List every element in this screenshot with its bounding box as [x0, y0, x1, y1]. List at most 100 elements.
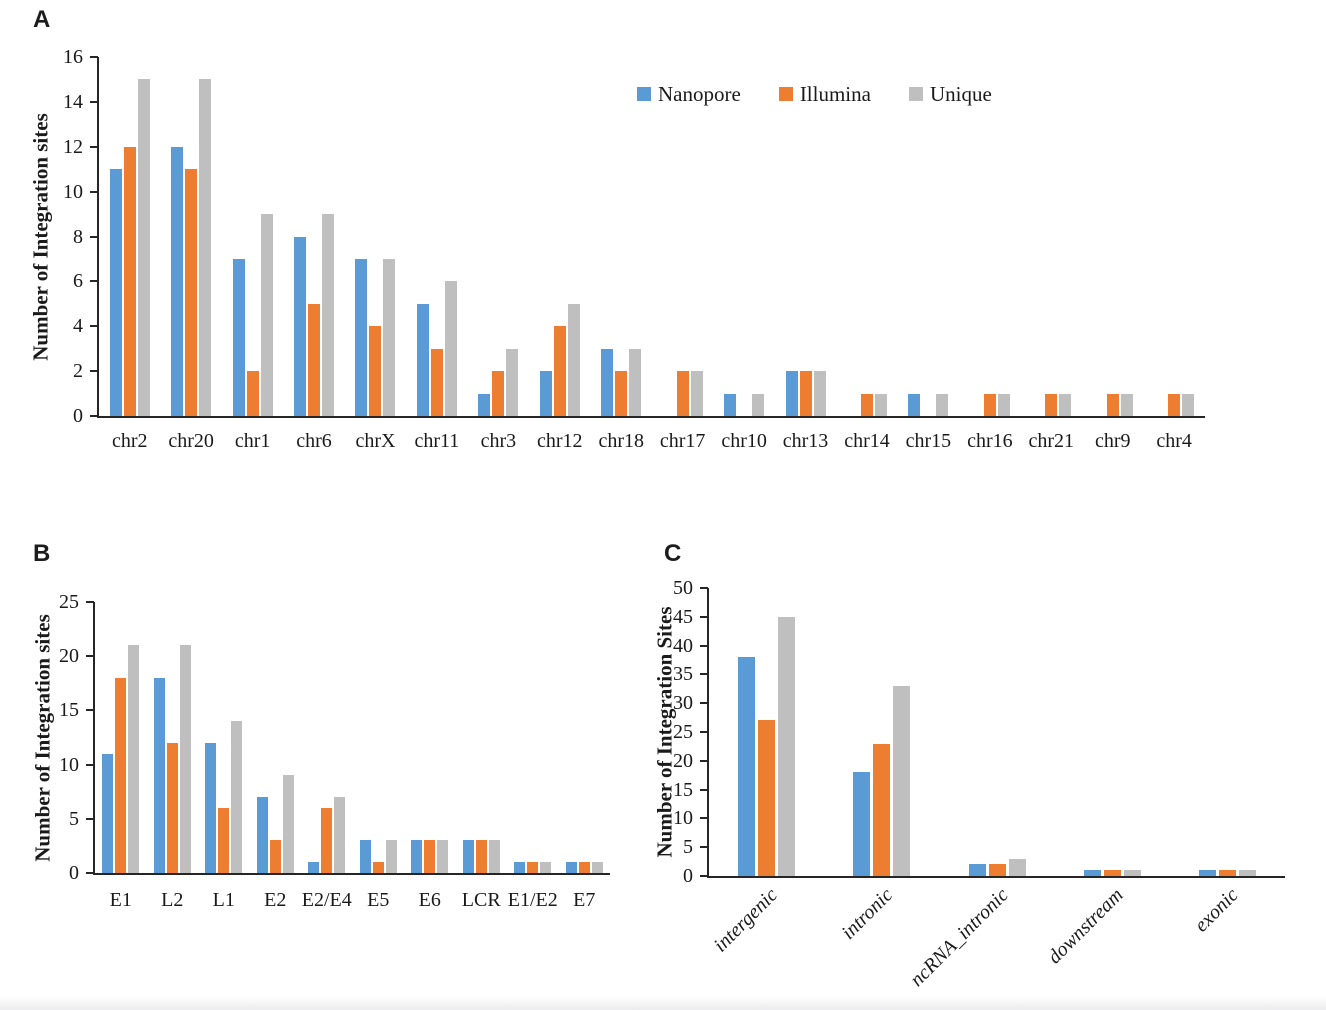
x-tick-label: L1: [212, 889, 235, 911]
category-group-l1: L1: [198, 602, 250, 911]
category-group-chr2: chr2: [99, 57, 160, 452]
bar-nanopore: [853, 772, 871, 876]
bar-illumina: [553, 326, 566, 416]
bar-illumina: [218, 807, 230, 873]
y-tick-mark: [86, 655, 94, 658]
bar-unique: [383, 258, 396, 416]
category-group-e7: E7: [559, 602, 611, 911]
bar-nanopore: [565, 862, 577, 873]
bar-unique: [1059, 393, 1072, 416]
x-tick-label: chr10: [721, 430, 767, 452]
bar-unique: [128, 645, 140, 873]
x-tick-label: chr17: [659, 430, 706, 452]
bar-illumina: [1103, 870, 1121, 876]
bar-unique: [1182, 393, 1195, 416]
y-tick-label: 15: [59, 699, 79, 722]
category-group-chr9: chr9: [1082, 57, 1143, 452]
panel-label-c: C: [664, 540, 682, 567]
y-tick-label: 35: [673, 663, 693, 686]
y-tick-label: 12: [63, 135, 83, 158]
x-tick-label: E5: [367, 889, 390, 911]
bar-illumina: [369, 326, 382, 416]
bar-chart-panel-a: Number of Integration sites Nanopore Ill…: [29, 46, 1205, 452]
y-tick-mark: [700, 673, 708, 676]
y-tick-label: 25: [59, 591, 79, 613]
category-group-e6: E6: [404, 602, 456, 911]
y-tick-mark: [90, 415, 98, 417]
y-tick-mark: [90, 370, 98, 373]
x-tick-label: E2: [264, 889, 287, 911]
bar-illumina: [860, 393, 873, 416]
y-tick-label: 16: [63, 46, 83, 68]
legend-label-illumina: Illumina: [799, 82, 871, 106]
legend-item-unique: Unique: [908, 83, 992, 105]
y-tick-mark: [90, 145, 98, 148]
bar-nanopore: [232, 258, 245, 416]
bar-nanopore: [785, 371, 798, 416]
legend-label-nanopore: Nanopore: [658, 82, 741, 106]
y-tick-mark: [86, 763, 94, 766]
x-tick-label: ncRNA_intronic: [905, 884, 1013, 991]
legend-item-nanopore: Nanopore: [637, 83, 741, 105]
x-tick-label: chr9: [1094, 430, 1131, 452]
y-tick-mark: [700, 788, 708, 791]
bar-illumina: [123, 146, 136, 416]
bar-unique: [752, 393, 765, 416]
y-tick-label: 5: [69, 807, 79, 830]
bar-unique: [199, 79, 212, 416]
category-group-chr12: chr12: [529, 57, 590, 452]
y-tick-label: 45: [673, 605, 693, 628]
bar-illumina: [676, 371, 689, 416]
category-group-chr1: chr1: [222, 57, 283, 452]
category-group-e5: E5: [353, 602, 405, 911]
category-group-chr13: chr13: [775, 57, 836, 452]
legend-swatch-illumina-icon: [778, 87, 793, 101]
bar-nanopore: [359, 840, 371, 873]
bar-illumina: [430, 348, 443, 416]
bar-unique: [137, 79, 150, 416]
x-tick-label: chr21: [1028, 430, 1075, 452]
x-tick-label: LCR: [461, 889, 501, 911]
bar-illumina: [1218, 870, 1236, 876]
bar-unique: [1008, 858, 1026, 876]
bar-nanopore: [1083, 870, 1101, 876]
bar-nanopore: [416, 303, 429, 416]
bar-unique: [437, 840, 449, 873]
y-tick-label: 0: [73, 405, 83, 427]
category-group-ncrna-intronic: ncRNA_intronic: [906, 588, 1054, 991]
y-tick-label: 30: [673, 692, 693, 715]
y-tick-label: 0: [69, 862, 79, 884]
category-group-e2-e4: E2/E4: [301, 602, 353, 911]
bar-unique: [567, 303, 580, 416]
panel-label-b: B: [33, 540, 51, 567]
bar-nanopore: [462, 840, 474, 873]
bar-illumina: [873, 743, 891, 876]
bar-nanopore: [205, 742, 217, 873]
bar-unique: [488, 840, 500, 873]
category-group-lcr: LCR: [456, 602, 508, 911]
bar-illumina: [758, 720, 776, 876]
panel-label-a: A: [33, 6, 51, 33]
bar-illumina: [1045, 393, 1058, 416]
bar-unique: [444, 281, 457, 416]
bar-nanopore: [724, 393, 737, 416]
bar-unique: [936, 393, 949, 416]
category-group-chr6: chr6: [283, 57, 344, 452]
x-tick-label: chr4: [1156, 430, 1192, 452]
bar-nanopore: [968, 864, 986, 876]
category-group-chr4: chr4: [1143, 57, 1204, 452]
y-tick-label: 40: [673, 634, 693, 657]
x-tick-label: E2/E4: [301, 889, 352, 911]
category-group-downstream: downstream: [1044, 588, 1170, 968]
bar-unique: [282, 775, 294, 873]
category-group-chr3: chr3: [468, 57, 529, 452]
x-tick-label: chr6: [296, 430, 332, 452]
y-tick-label: 10: [673, 807, 693, 830]
bar-illumina: [983, 393, 996, 416]
x-tick-label: chr18: [598, 430, 644, 452]
legend-item-illumina: Illumina: [778, 82, 871, 106]
category-group-chr17: chr17: [652, 57, 713, 452]
bar-nanopore: [294, 236, 307, 416]
category-group-chr21: chr21: [1021, 57, 1082, 452]
